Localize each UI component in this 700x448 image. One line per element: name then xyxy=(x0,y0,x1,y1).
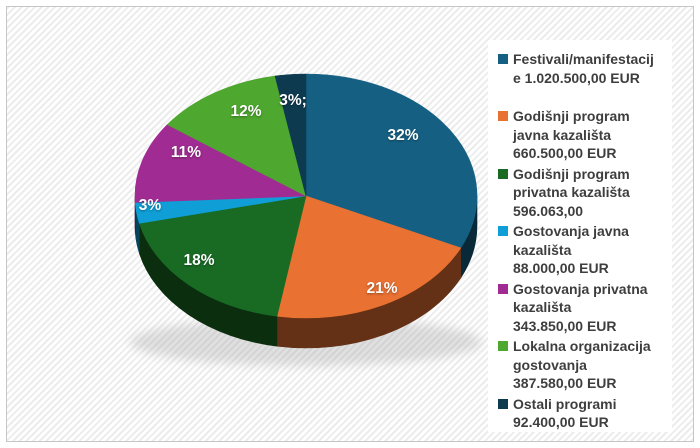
pie-percent-label: 32% xyxy=(387,127,418,144)
pie-percent-label: 3%; xyxy=(279,92,307,109)
legend-swatch-icon xyxy=(498,168,508,179)
legend-item-label: Ostali programi 92.400,00 EUR xyxy=(513,395,617,431)
pie-slices xyxy=(134,73,478,319)
legend-item[interactable]: Gostovanja javna kazališta 88.000,00 EUR xyxy=(498,222,668,278)
legend-swatch-icon xyxy=(498,398,508,409)
legend-swatch-icon xyxy=(498,283,508,294)
legend-item[interactable]: Godišnji program javna kazališta 660.500,0… xyxy=(498,107,668,163)
legend-swatch-icon xyxy=(498,54,508,64)
legend-swatch-icon xyxy=(498,226,508,236)
pie-percent-labels: 32% 21% 18% 3% 11% 12% 3%; xyxy=(139,92,419,297)
legend-item-label: Festivali/manifestacij e 1.020.500,00 EUR xyxy=(513,51,654,86)
pie-slice[interactable] xyxy=(134,124,308,203)
pie-slice[interactable] xyxy=(138,195,307,317)
legend-item-label: Gostovanja privatna kazališta 343.850,00 E… xyxy=(513,280,648,334)
pie-percent-label: 18% xyxy=(183,252,214,269)
pie-3d-sides xyxy=(134,195,478,349)
legend-item[interactable]: Festivali/manifestacij e 1.020.500,00 EUR xyxy=(498,50,668,87)
legend-item-label: Godišnji program javna kazališta 660.500,0… xyxy=(513,108,630,161)
pie-percent-label: 11% xyxy=(171,144,201,161)
chart-legend: Festivali/manifestacij e 1.020.500,00 EUR… xyxy=(488,40,672,432)
pie-percent-label: 3% xyxy=(139,197,162,214)
legend-item-label: Godišnji program privatna kazališta 596.06… xyxy=(513,165,630,219)
pie-slice[interactable] xyxy=(166,75,307,197)
pie-slice[interactable] xyxy=(276,195,462,319)
pie-slice[interactable] xyxy=(274,73,307,197)
legend-item-label: Gostovanja javna kazališta 88.000,00 EUR xyxy=(513,223,629,276)
legend-item[interactable]: Gostovanja privatna kazališta 343.850,00 E… xyxy=(498,280,668,336)
legend-item-label: Lokalna organizacija gostovanja 387.580,00… xyxy=(513,338,651,391)
legend-swatch-icon xyxy=(498,341,508,351)
legend-item[interactable]: Lokalna organizacija gostovanja 387.580,00… xyxy=(498,337,668,393)
pie-slice[interactable] xyxy=(305,73,478,249)
legend-item[interactable]: Godišnji program privatna kazališta 596.06… xyxy=(498,165,668,221)
pie-percent-label: 12% xyxy=(230,103,261,120)
legend-item[interactable]: Ostali programi 92.400,00 EUR xyxy=(498,395,668,432)
legend-swatch-icon xyxy=(498,111,508,121)
pie-percent-label: 21% xyxy=(366,280,397,297)
